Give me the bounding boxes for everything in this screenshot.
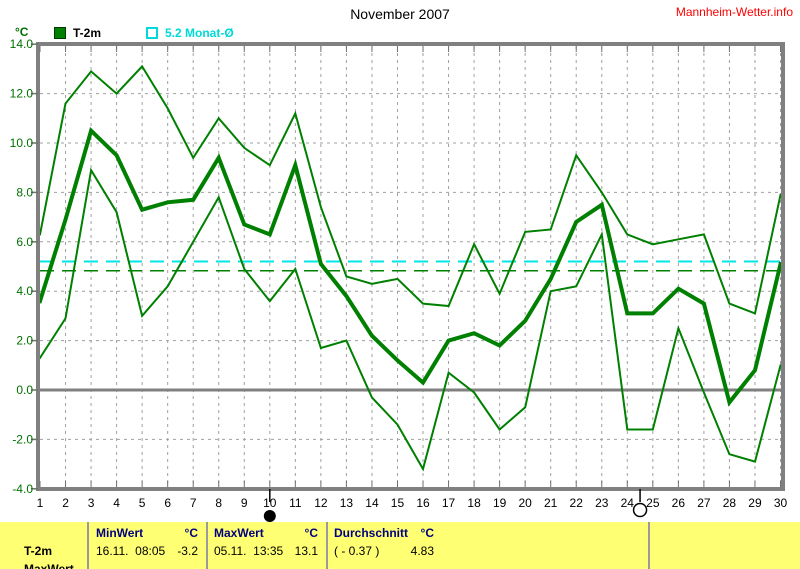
svg-text:20: 20 — [518, 496, 532, 510]
svg-text:8.0: 8.0 — [16, 185, 33, 199]
svg-text:10.0: 10.0 — [10, 136, 34, 150]
svg-text:6.0: 6.0 — [16, 235, 33, 249]
svg-text:18: 18 — [467, 496, 481, 510]
svg-text:24: 24 — [621, 496, 635, 510]
svg-text:21: 21 — [544, 496, 558, 510]
durchschnitt-unit: °C — [420, 526, 434, 540]
svg-text:29: 29 — [748, 496, 762, 510]
svg-text:2: 2 — [62, 496, 69, 510]
svg-text:4: 4 — [113, 496, 120, 510]
header-maxwert: MaxWert °C — [214, 526, 318, 540]
row-label-partial: MaxWert — [24, 562, 74, 569]
legend-month-average-swatch-icon — [146, 27, 158, 39]
legend-month-average-label: 5.2 Monat-Ø — [165, 26, 234, 40]
stats-table: MinWert °C MaxWert °C Durchschnitt °C T-2m … — [0, 522, 800, 569]
header-durchschnitt: Durchschnitt °C — [334, 526, 434, 540]
legend-t2m-swatch-icon — [54, 27, 66, 39]
svg-text:23: 23 — [595, 496, 609, 510]
svg-text:12: 12 — [314, 496, 328, 510]
svg-text:17: 17 — [442, 496, 456, 510]
svg-text:4.0: 4.0 — [16, 284, 33, 298]
axis-ticks — [31, 43, 781, 490]
cell-avg: ( - 0.37 ) 4.83 — [334, 544, 434, 558]
moon-phase-markers — [263, 489, 648, 522]
svg-text:2.0: 2.0 — [16, 334, 33, 348]
table-separator — [87, 522, 89, 569]
header-minwert: MinWert °C — [96, 526, 198, 540]
site-link[interactable]: Mannheim-Wetter.info — [675, 5, 793, 19]
svg-text:6: 6 — [164, 496, 171, 510]
x-axis-labels: 1 2 3 4 5 6 7 8 9 10 11 12 13 14 15 16 17 18 19 20 21 22 23 24 2… — [37, 496, 788, 510]
cell-max: 05.11. 13:35 13.1 — [214, 544, 318, 558]
avg-deviation: ( - 0.37 ) — [334, 544, 380, 558]
row-label-t2m: T-2m — [24, 544, 53, 558]
svg-text:-2.0: -2.0 — [12, 432, 33, 446]
svg-text:14.0: 14.0 — [10, 37, 34, 51]
y-axis-unit-label: °C — [15, 25, 29, 39]
min-datetime: 16.11. 08:05 — [96, 544, 166, 558]
max-datetime: 05.11. 13:35 — [214, 544, 284, 558]
svg-text:3: 3 — [88, 496, 95, 510]
series-lines — [37, 64, 783, 472]
legend-month-average: 5.2 Monat-Ø — [146, 26, 234, 40]
svg-text:-4.0: -4.0 — [12, 482, 33, 496]
reference-lines — [40, 260, 781, 272]
svg-text:27: 27 — [697, 496, 711, 510]
cell-min: 16.11. 08:05 -3.2 — [96, 544, 198, 558]
gridlines — [40, 46, 781, 488]
svg-text:10: 10 — [263, 496, 277, 510]
table-separator — [326, 522, 328, 569]
svg-text:30: 30 — [774, 496, 788, 510]
svg-text:8: 8 — [215, 496, 222, 510]
svg-text:14: 14 — [365, 496, 379, 510]
legend-t2m: T-2m — [54, 26, 101, 40]
svg-text:25: 25 — [646, 496, 660, 510]
svg-text:0.0: 0.0 — [16, 383, 33, 397]
svg-text:1: 1 — [37, 496, 44, 510]
svg-text:13: 13 — [340, 496, 354, 510]
svg-text:22: 22 — [570, 496, 584, 510]
svg-text:7: 7 — [190, 496, 197, 510]
svg-text:11: 11 — [289, 496, 302, 510]
svg-text:19: 19 — [493, 496, 507, 510]
plot-frame — [36, 42, 785, 491]
svg-text:28: 28 — [723, 496, 737, 510]
table-separator — [206, 522, 208, 569]
svg-text:16: 16 — [416, 496, 430, 510]
max-value: 13.1 — [294, 544, 318, 558]
svg-text:26: 26 — [672, 496, 686, 510]
avg-value: 4.83 — [410, 544, 434, 558]
svg-text:9: 9 — [241, 496, 248, 510]
y-axis-labels: 14.0 12.0 10.0 8.0 6.0 4.0 2.0 0.0 -2.0 -4.0 — [10, 37, 34, 496]
legend-t2m-label: T-2m — [73, 26, 102, 40]
min-value: -3.2 — [177, 544, 198, 558]
svg-text:12.0: 12.0 — [10, 87, 34, 101]
svg-text:5: 5 — [139, 496, 146, 510]
maxwert-unit: °C — [304, 526, 318, 540]
minwert-unit: °C — [184, 526, 198, 540]
page-title: November 2007 — [350, 6, 450, 22]
svg-text:15: 15 — [391, 496, 405, 510]
table-separator — [648, 522, 650, 569]
